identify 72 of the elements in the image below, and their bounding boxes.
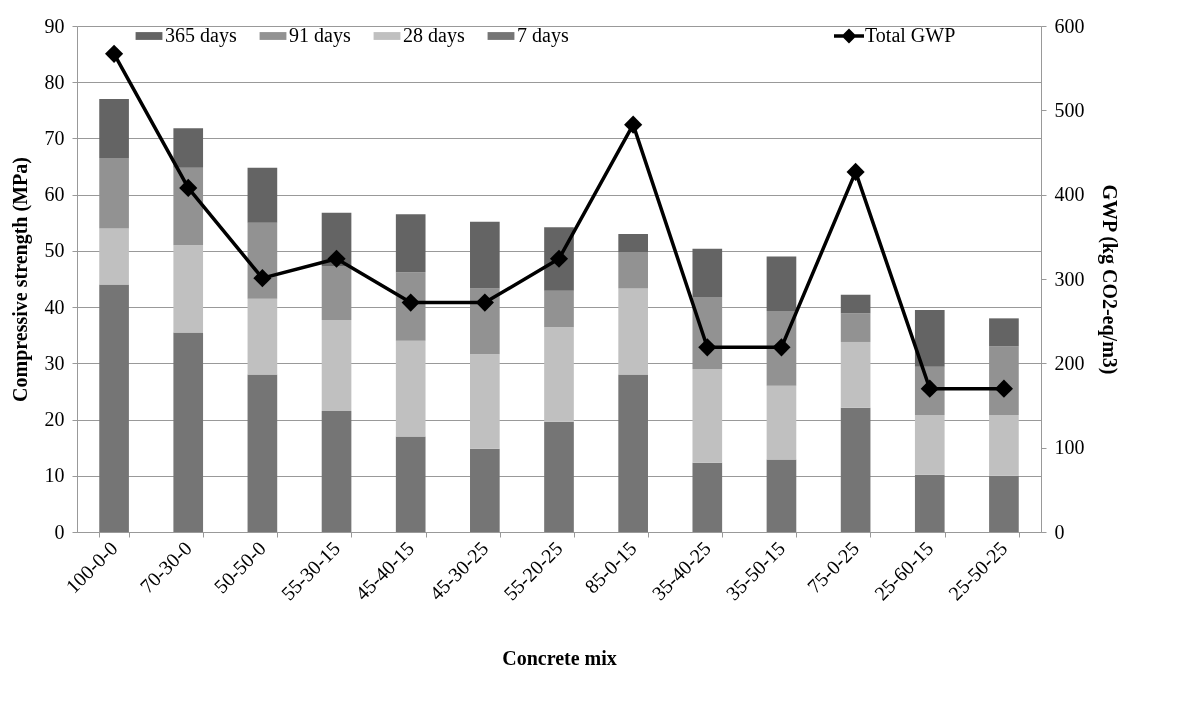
bar: [692, 462, 723, 532]
bar: [766, 256, 797, 312]
legend-label: Total GWP: [865, 24, 956, 46]
bar: [544, 421, 574, 532]
x-axis-title: Concrete mix: [502, 647, 617, 670]
bar: [99, 228, 129, 285]
point: [846, 162, 865, 181]
y2-tick-label: 0: [1054, 520, 1065, 543]
bar: [618, 288, 648, 375]
point: [104, 44, 124, 63]
point: [475, 293, 494, 312]
bar: [247, 298, 278, 375]
bar: [173, 245, 204, 333]
y2-tick-label: 300: [1054, 267, 1085, 290]
bar: [989, 318, 1019, 347]
y-axis-title: Compressive strength (MPa): [8, 157, 32, 402]
bar: [840, 341, 871, 408]
bar: [173, 128, 204, 168]
y-tick-label: 50: [44, 239, 65, 262]
y-tick-label: 10: [44, 464, 65, 487]
bar: [914, 309, 945, 367]
point: [253, 269, 272, 288]
bar: [99, 284, 129, 532]
bar: [840, 313, 871, 342]
y-tick-label: 0: [54, 520, 65, 543]
bar: [989, 415, 1019, 476]
y2-tick-label: 200: [1054, 351, 1085, 374]
bar: [99, 99, 129, 159]
point: [698, 338, 717, 357]
bar: [395, 340, 426, 437]
legend-label: 91 days: [289, 24, 351, 47]
bar: [766, 385, 797, 460]
bar: [914, 415, 945, 475]
bar: [618, 234, 648, 253]
bar: [692, 248, 723, 297]
bar: [395, 436, 426, 532]
point: [179, 178, 198, 197]
legend-label: 28 days: [403, 24, 465, 47]
y2-tick-label: 400: [1054, 183, 1085, 206]
bar: [247, 167, 278, 223]
y-tick-label: 70: [44, 126, 65, 149]
bar: [989, 475, 1019, 532]
y-tick-label: 80: [44, 70, 65, 93]
y-tick-label: 40: [44, 295, 65, 318]
legend-label: 7 days: [517, 24, 569, 47]
bar: [840, 407, 871, 532]
bar: [470, 448, 500, 532]
point: [327, 249, 346, 268]
y-tick-label: 30: [44, 351, 65, 374]
bar: [692, 368, 723, 463]
bar: [544, 327, 574, 422]
y-tick-label: 20: [44, 408, 65, 431]
legend-label: 365 days: [165, 24, 237, 47]
y2-tick-label: 500: [1054, 98, 1085, 121]
bar: [766, 459, 797, 532]
y2-tick-label: 100: [1054, 436, 1085, 459]
bar: [470, 221, 500, 289]
bar: [470, 354, 500, 449]
bar: [840, 294, 871, 314]
y2-tick-label: 600: [1054, 14, 1085, 37]
point: [624, 115, 643, 134]
bar: [618, 374, 648, 532]
bar: [618, 252, 648, 289]
bar: [321, 411, 352, 532]
y2-axis-title: GWP (kg CO2-eq/m3): [1097, 184, 1121, 375]
y-tick-label: 60: [44, 183, 65, 206]
bar: [321, 320, 352, 412]
bar: [247, 374, 278, 532]
bar: [173, 332, 204, 532]
bar: [914, 474, 945, 532]
bar: [395, 214, 426, 273]
y-tick-label: 90: [44, 14, 65, 37]
